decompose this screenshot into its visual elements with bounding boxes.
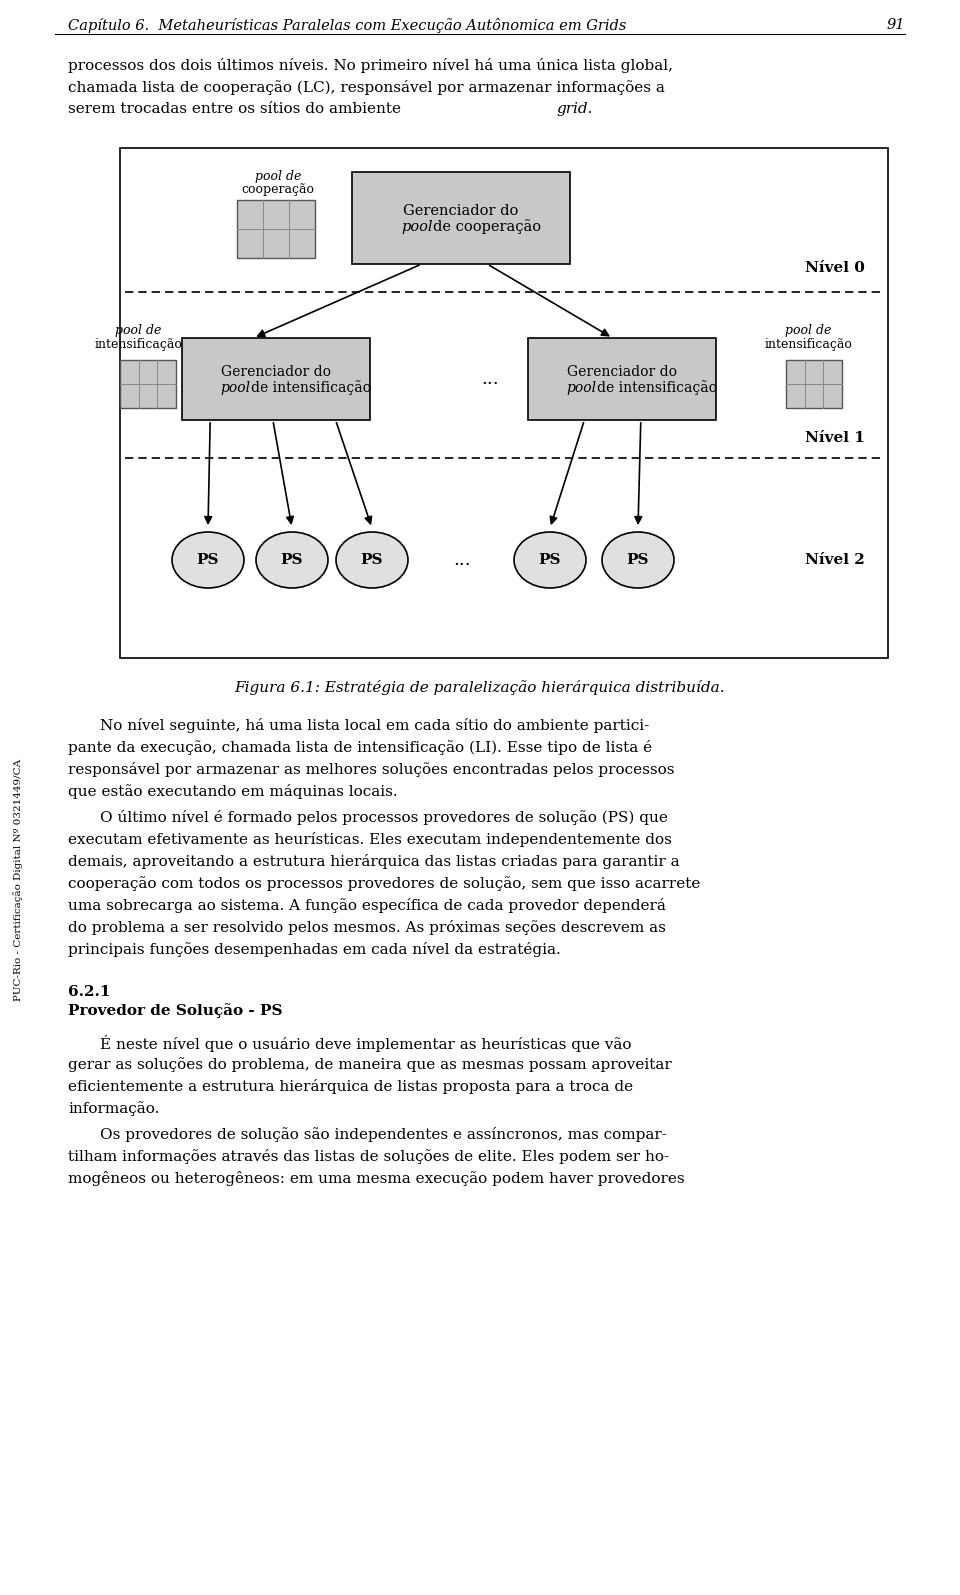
Text: grid.: grid. — [556, 102, 592, 116]
Text: pool: pool — [401, 220, 433, 234]
Text: PS: PS — [361, 553, 383, 566]
Text: mogêneos ou heterogêneos: em uma mesma execução podem haver provedores: mogêneos ou heterogêneos: em uma mesma e… — [68, 1171, 684, 1187]
Text: chamada lista de cooperação (LC), responsável por armazenar informações a: chamada lista de cooperação (LC), respon… — [68, 80, 665, 96]
Text: É neste nível que o usuário deve implementar as heurísticas que vão: É neste nível que o usuário deve impleme… — [100, 1035, 632, 1053]
Text: PS: PS — [197, 553, 219, 566]
FancyBboxPatch shape — [352, 172, 570, 265]
Text: que estão executando em máquinas locais.: que estão executando em máquinas locais. — [68, 785, 397, 799]
Text: demais, aproveitando a estrutura hierárquica das listas criadas para garantir a: demais, aproveitando a estrutura hierárq… — [68, 853, 680, 869]
Text: pool de: pool de — [115, 324, 161, 337]
Text: tilham informações através das listas de soluções de elite. Eles podem ser ho-: tilham informações através das listas de… — [68, 1148, 669, 1164]
Text: Capítulo 6.  Metaheurísticas Paralelas com Execução Autônomica em Grids: Capítulo 6. Metaheurísticas Paralelas co… — [68, 18, 626, 33]
Text: do problema a ser resolvido pelos mesmos. As próximas seções descrevem as: do problema a ser resolvido pelos mesmos… — [68, 920, 666, 935]
Text: Gerenciador do: Gerenciador do — [403, 204, 518, 219]
FancyBboxPatch shape — [528, 338, 716, 419]
Text: Gerenciador do: Gerenciador do — [221, 365, 331, 380]
Ellipse shape — [172, 533, 244, 589]
Text: No nível seguinte, há uma lista local em cada sítio do ambiente partici-: No nível seguinte, há uma lista local em… — [100, 718, 649, 734]
Text: gerar as soluções do problema, de maneira que as mesmas possam aproveitar: gerar as soluções do problema, de maneir… — [68, 1057, 672, 1072]
Text: PS: PS — [280, 553, 303, 566]
Text: de intensificação: de intensificação — [597, 381, 717, 396]
Text: executam efetivamente as heurísticas. Eles executam independentemente dos: executam efetivamente as heurísticas. El… — [68, 833, 672, 847]
Text: PS: PS — [539, 553, 562, 566]
Ellipse shape — [336, 533, 408, 589]
FancyBboxPatch shape — [120, 360, 176, 408]
Text: Provedor de Solução - PS: Provedor de Solução - PS — [68, 1003, 282, 1018]
Text: Figura 6.1: Estratégia de paralelização hierárquica distribuída.: Figura 6.1: Estratégia de paralelização … — [234, 679, 726, 695]
FancyBboxPatch shape — [182, 338, 370, 419]
Text: intensificação: intensificação — [94, 338, 182, 351]
Text: Gerenciador do: Gerenciador do — [567, 365, 677, 380]
Text: uma sobrecarga ao sistema. A função específica de cada provedor dependerá: uma sobrecarga ao sistema. A função espe… — [68, 898, 666, 912]
Text: principais funções desempenhadas em cada nível da estratégia.: principais funções desempenhadas em cada… — [68, 943, 561, 957]
Text: de intensificação: de intensificação — [251, 381, 371, 396]
Ellipse shape — [514, 533, 586, 589]
Text: ...: ... — [453, 550, 470, 569]
Text: informação.: informação. — [68, 1101, 159, 1116]
Text: de cooperação: de cooperação — [433, 220, 541, 234]
Text: responsável por armazenar as melhores soluções encontradas pelos processos: responsável por armazenar as melhores so… — [68, 762, 675, 777]
Text: Nível 1: Nível 1 — [805, 431, 865, 445]
Text: 91: 91 — [886, 18, 905, 32]
Text: Nível 2: Nível 2 — [805, 553, 865, 566]
Text: pool de: pool de — [254, 171, 301, 183]
FancyBboxPatch shape — [237, 199, 315, 258]
Text: pool: pool — [566, 381, 597, 396]
Text: PUC-Rio - Certificação Digital Nº 0321449/CA: PUC-Rio - Certificação Digital Nº 032144… — [13, 759, 23, 1002]
Text: serem trocadas entre os sítios do ambiente: serem trocadas entre os sítios do ambien… — [68, 102, 401, 116]
Text: pool de: pool de — [785, 324, 831, 337]
Text: eficientemente a estrutura hierárquica de listas proposta para a troca de: eficientemente a estrutura hierárquica d… — [68, 1078, 634, 1094]
Text: cooperação com todos os processos provedores de solução, sem que isso acarrete: cooperação com todos os processos proved… — [68, 876, 701, 892]
Ellipse shape — [602, 533, 674, 589]
Text: cooperação: cooperação — [242, 183, 315, 196]
Text: pool: pool — [221, 381, 251, 396]
Text: 6.2.1: 6.2.1 — [68, 986, 110, 998]
Text: Os provedores de solução são independentes e assíncronos, mas compar-: Os provedores de solução são independent… — [100, 1128, 667, 1142]
Text: O último nível é formado pelos processos provedores de solução (PS) que: O último nível é formado pelos processos… — [100, 810, 668, 825]
Text: ...: ... — [481, 370, 499, 388]
Text: processos dos dois últimos níveis. No primeiro nível há uma única lista global,: processos dos dois últimos níveis. No pr… — [68, 57, 673, 73]
Ellipse shape — [256, 533, 328, 589]
Text: intensificação: intensificação — [764, 338, 852, 351]
Text: pante da execução, chamada lista de intensificação (LI). Esse tipo de lista é: pante da execução, chamada lista de inte… — [68, 740, 652, 754]
Text: PS: PS — [627, 553, 649, 566]
Text: Nível 0: Nível 0 — [805, 262, 865, 274]
FancyBboxPatch shape — [786, 360, 842, 408]
FancyBboxPatch shape — [120, 148, 888, 659]
